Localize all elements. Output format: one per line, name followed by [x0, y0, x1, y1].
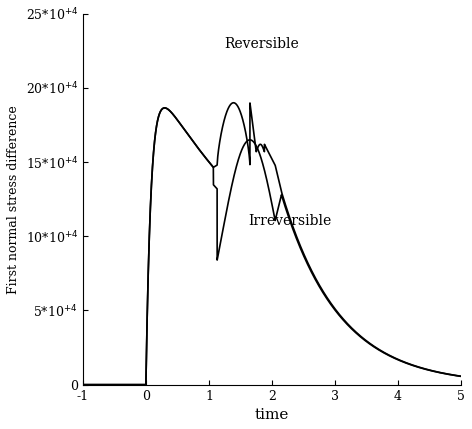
Y-axis label: First normal stress difference: First normal stress difference — [7, 105, 20, 293]
Text: Reversible: Reversible — [225, 37, 299, 51]
Text: Irreversible: Irreversible — [248, 214, 331, 228]
X-axis label: time: time — [255, 408, 289, 422]
